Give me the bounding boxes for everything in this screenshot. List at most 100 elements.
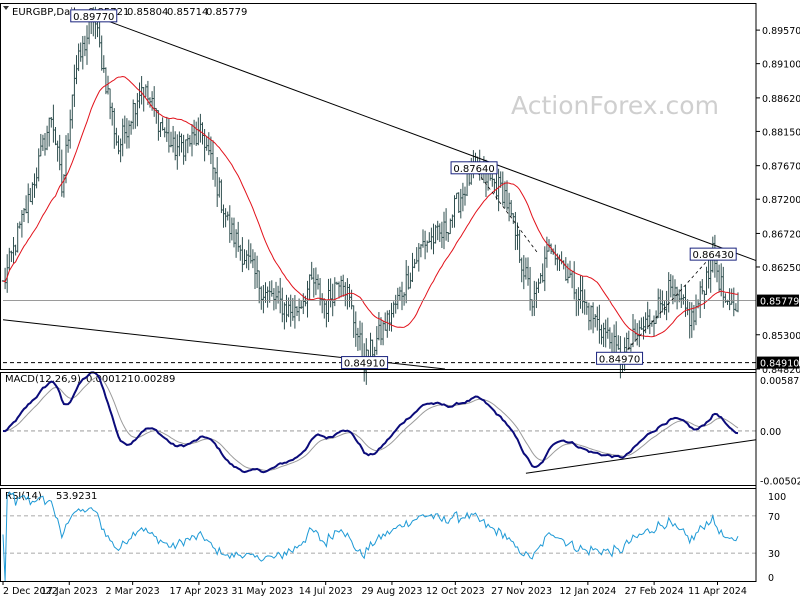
ohlc-bar <box>224 208 227 228</box>
ohlc-bar <box>190 123 194 157</box>
annotation-box <box>450 161 498 175</box>
ohlc-bar <box>732 287 735 317</box>
ohlc-bar <box>312 268 315 298</box>
ohlc-bar <box>661 290 664 313</box>
ohlc-bar <box>192 119 196 145</box>
ohlc-bar <box>29 188 32 203</box>
ohlc-bar <box>673 279 677 303</box>
ohlc-bar <box>142 87 145 112</box>
ohlc-bar <box>182 134 185 165</box>
ohlc-bar <box>14 244 17 256</box>
ohlc-bar <box>262 284 265 314</box>
ohlc-bar <box>129 120 133 135</box>
rsi-line <box>2 491 739 582</box>
ohlc-bar <box>52 104 55 143</box>
ohlc-bar <box>169 131 173 148</box>
ohlc-bar <box>31 182 34 205</box>
ohlc-bar <box>255 255 259 289</box>
ohlc-bar <box>442 211 446 250</box>
ohlc-bar <box>522 255 525 290</box>
ohlc-bar <box>329 278 332 308</box>
ohlc-bar <box>272 288 276 311</box>
ohlc-bar <box>81 36 84 70</box>
macd-tick-label: 0.00 <box>760 427 781 438</box>
ohlc-bar <box>134 103 137 129</box>
ohlc-bar <box>690 302 693 338</box>
ohlc-bar <box>386 310 389 338</box>
ohlc-bar <box>283 302 286 330</box>
ohlc-bar <box>218 177 221 198</box>
ohlc-high: 0.85804 <box>127 7 168 18</box>
ohlc-bar <box>316 274 320 290</box>
ohlc-bar <box>111 102 114 126</box>
price-annotation: 0.89770 <box>70 9 118 23</box>
ohlc-bar <box>321 293 324 314</box>
ohlc-bar <box>526 257 530 286</box>
annotation-box <box>341 356 389 370</box>
price-badge-bg <box>757 356 799 369</box>
ohlc-bar <box>633 319 637 342</box>
rsi-panel: RSI(14) 53.9231 <box>2 491 756 582</box>
panel-frame <box>0 372 757 486</box>
ohlc-bar <box>570 270 574 289</box>
ohlc-bar <box>415 247 418 264</box>
macd-panel: MACD(12,26,9) 0.000121 0.00289 <box>2 371 757 474</box>
macd-trendline <box>525 439 757 474</box>
ohlc-bar <box>377 312 381 341</box>
price-annotation: 0.84910 <box>341 356 389 370</box>
ohlc-bar <box>348 284 351 308</box>
ohlc-bar <box>138 82 141 109</box>
moving-average-line <box>2 75 739 338</box>
time-tick-label: 14 Jul 2023 <box>299 586 353 597</box>
price-tick-label: 0.86720 <box>762 229 800 240</box>
ohlc-bar <box>211 140 215 180</box>
ohlc-bar <box>58 134 61 171</box>
ohlc-bar <box>352 305 355 338</box>
ohlc-bar <box>392 301 395 318</box>
ohlc-bar <box>268 281 271 303</box>
ohlc-bar <box>528 266 532 311</box>
ohlc-bar <box>722 266 725 308</box>
ohlc-bar <box>413 258 416 269</box>
ohlc-low: 0.85714 <box>167 7 208 18</box>
annotation-box <box>70 9 118 23</box>
ohlc-bar <box>358 320 362 351</box>
ohlc-bar <box>373 346 376 357</box>
ohlc-bar <box>71 94 74 129</box>
ohlc-bar <box>325 300 328 328</box>
ohlc-bar <box>102 55 105 73</box>
ohlc-bar <box>417 243 420 272</box>
price-annotations: 0.89770 0.84910 0.87640 0.84970 0.86430 <box>70 9 737 370</box>
ohlc-bar <box>688 301 691 339</box>
ohlc-bar <box>449 218 452 235</box>
ohlc-bar <box>457 192 460 213</box>
ohlc-bar <box>665 290 668 321</box>
ohlc-bar <box>234 229 238 258</box>
ohlc-bar <box>199 113 202 143</box>
ohlc-bar <box>591 302 595 334</box>
price-tick-label: 0.84820 <box>762 365 800 376</box>
ohlc-bar <box>381 321 385 346</box>
ohlc-bar <box>430 227 433 250</box>
price-bars <box>1 6 740 385</box>
ohlc-bar <box>117 135 120 155</box>
ohlc-bar <box>314 267 318 296</box>
ohlc-bar <box>583 289 586 315</box>
watermark: ActionForex.com <box>511 91 719 120</box>
ohlc-bar <box>510 200 513 217</box>
price-tick-label: 0.87670 <box>762 162 800 173</box>
ohlc-bar <box>56 140 59 162</box>
ohlc-bar <box>54 127 57 146</box>
annotation-text: 0.84970 <box>599 354 640 365</box>
ohlc-bar <box>598 304 601 344</box>
ohlc-bar <box>589 305 593 330</box>
ohlc-bar <box>249 243 252 264</box>
ohlc-bar <box>657 288 660 319</box>
time-tick-label: 27 Nov 2023 <box>491 586 552 597</box>
ohlc-bar <box>606 317 609 339</box>
ohlc-bar <box>226 211 229 221</box>
ohlc-bar <box>213 167 217 187</box>
macd-value: 0.000121 <box>86 374 134 385</box>
ohlc-bar <box>323 298 326 319</box>
time-tick-label: 2 Mar 2023 <box>106 586 160 597</box>
